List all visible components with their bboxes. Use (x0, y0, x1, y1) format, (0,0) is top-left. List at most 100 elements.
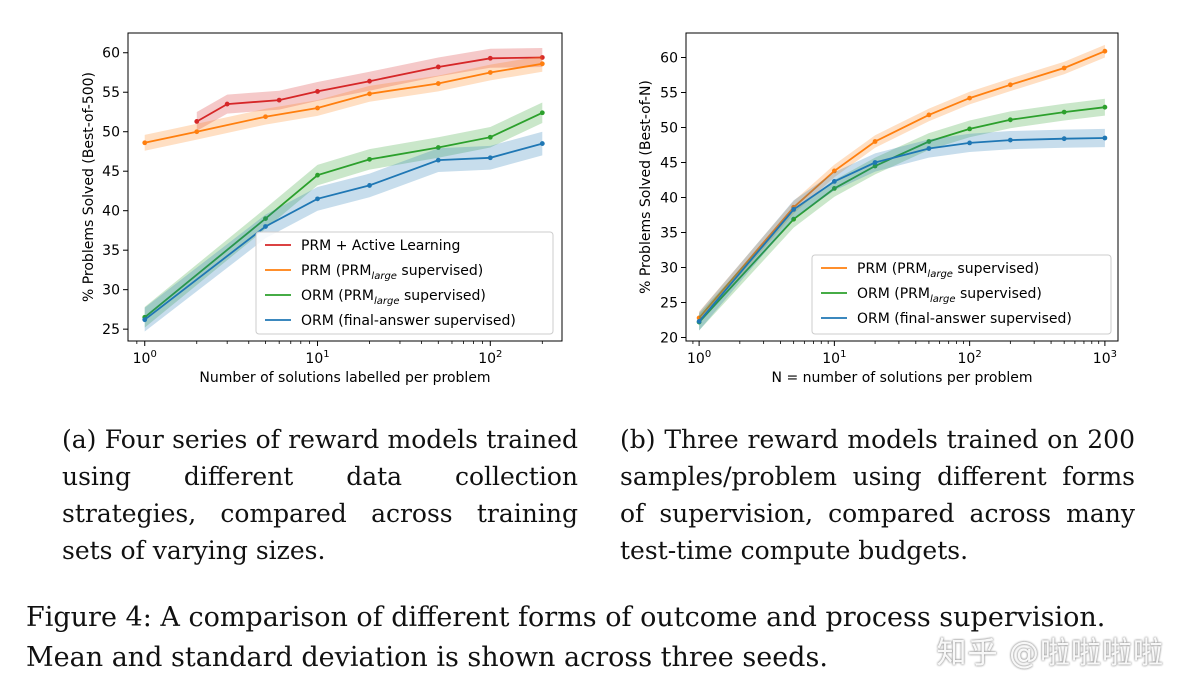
legend-box (811, 254, 1112, 335)
figure-caption: Figure 4: A comparison of different form… (26, 602, 1106, 673)
y-axis-label: % Problems Solved (Best-of-N) (638, 80, 654, 294)
data-point (967, 140, 973, 146)
legend-label: ORM (final-answer supervised) (857, 311, 1072, 327)
data-point (367, 91, 372, 97)
data-point (791, 207, 797, 212)
y-tick-label: 25 (660, 296, 678, 312)
y-tick-label: 45 (102, 164, 120, 180)
y-tick-label: 55 (660, 86, 678, 102)
data-point (872, 139, 878, 144)
data-point (1007, 117, 1013, 123)
data-point (539, 61, 545, 67)
data-point (367, 78, 372, 84)
data-point (315, 172, 320, 178)
series-band-a-1 (144, 55, 543, 151)
y-tick-label: 30 (660, 261, 678, 277)
data-point (1061, 136, 1067, 142)
data-point (926, 139, 932, 144)
data-point (315, 105, 320, 111)
data-point (1102, 135, 1108, 141)
data-point (315, 89, 320, 94)
watermark: 知乎 @啦啦啦啦 (936, 636, 1164, 671)
data-point (1061, 65, 1067, 71)
y-tick-label: 50 (660, 121, 678, 137)
y-tick-label: 60 (102, 46, 120, 62)
data-point (872, 160, 878, 165)
chart-a: 25 30 35 40 45 50 55 60 100 101 102 Number of solut… (81, 32, 563, 386)
data-point (1061, 109, 1067, 115)
data-point (967, 126, 973, 132)
subcaption-b: (b) Three reward models trained on 200 s… (620, 425, 1135, 565)
legend-b: PRM (PRMlarge supervised) ORM (PRMlarge s… (811, 254, 1112, 335)
x-axis-label: Number of solutions labelled per problem (199, 370, 490, 386)
plot-area-b (696, 44, 1108, 331)
plot-area-a (142, 48, 545, 332)
data-point (435, 81, 441, 86)
data-point (487, 55, 493, 61)
x-tick-label: 101 (822, 349, 846, 367)
data-point (315, 196, 320, 202)
data-point (487, 70, 493, 75)
data-point (926, 112, 932, 118)
data-point (487, 155, 493, 161)
y-tick-label: 25 (102, 322, 120, 338)
data-point (276, 97, 282, 103)
y-tick-label: 50 (102, 125, 120, 141)
data-point (1102, 104, 1108, 110)
y-tick-label: 55 (102, 85, 120, 101)
data-point (435, 145, 441, 150)
y-tick-label: 60 (660, 51, 678, 67)
data-point (539, 55, 545, 60)
axes-frame-a (127, 32, 563, 342)
y-tick-label: 35 (102, 243, 120, 259)
axes-frame-b (685, 32, 1119, 342)
data-point (1007, 82, 1013, 88)
data-point (1007, 137, 1013, 143)
data-point (435, 157, 441, 163)
data-point (831, 168, 837, 174)
data-point (967, 95, 973, 101)
data-point (367, 183, 372, 188)
x-axis-label: N = number of solutions per problem (772, 370, 1033, 386)
data-point (142, 140, 148, 146)
y-tick-label: 45 (660, 156, 678, 172)
x-tick-label: 102 (958, 349, 982, 367)
series-line-a-1 (144, 62, 543, 144)
legend-label: ORM (final-answer supervised) (301, 313, 516, 329)
subcaption-a: (a) Four series of reward models trained… (62, 425, 578, 565)
data-point (539, 110, 545, 116)
y-tick-label: 35 (660, 226, 678, 242)
legend-label: ORM (PRMlarge supervised) (857, 286, 1042, 305)
data-point (791, 216, 797, 222)
data-point (194, 119, 200, 124)
y-tick-label: 30 (102, 283, 120, 299)
data-point (435, 64, 441, 70)
data-point (1102, 48, 1108, 54)
y-tick-label: 40 (102, 204, 120, 220)
x-tick-label: 100 (687, 349, 711, 367)
y-tick-label: 40 (660, 191, 678, 207)
data-point (142, 317, 148, 323)
data-point (263, 216, 268, 221)
x-tick-label: 103 (1093, 349, 1117, 367)
charts-canvas: 25 30 35 40 45 50 55 60 100 101 102 Number of solut… (81, 32, 1119, 386)
x-tick-label: 100 (133, 349, 157, 367)
data-point (539, 141, 545, 146)
chart-b: 20 25 30 35 40 45 50 55 60 100 101 102 103 N = number… (638, 32, 1119, 386)
data-point (224, 101, 230, 107)
legend-label: PRM (PRMlarge supervised) (301, 263, 483, 282)
data-point (926, 146, 932, 151)
series-band-a-2 (144, 102, 543, 328)
legend-label: ORM (PRMlarge supervised) (301, 288, 486, 307)
legend-label: PRM (PRMlarge supervised) (857, 261, 1039, 280)
series-band-b-2 (699, 128, 1105, 331)
data-point (696, 319, 702, 324)
legend-a: PRM + Active Learning PRM (PRMlarge super… (255, 231, 554, 335)
x-tick-label: 102 (478, 349, 502, 367)
data-point (831, 186, 837, 191)
data-point (263, 224, 268, 229)
series-line-a-0 (196, 56, 543, 123)
data-point (872, 163, 878, 169)
data-point (367, 156, 372, 162)
